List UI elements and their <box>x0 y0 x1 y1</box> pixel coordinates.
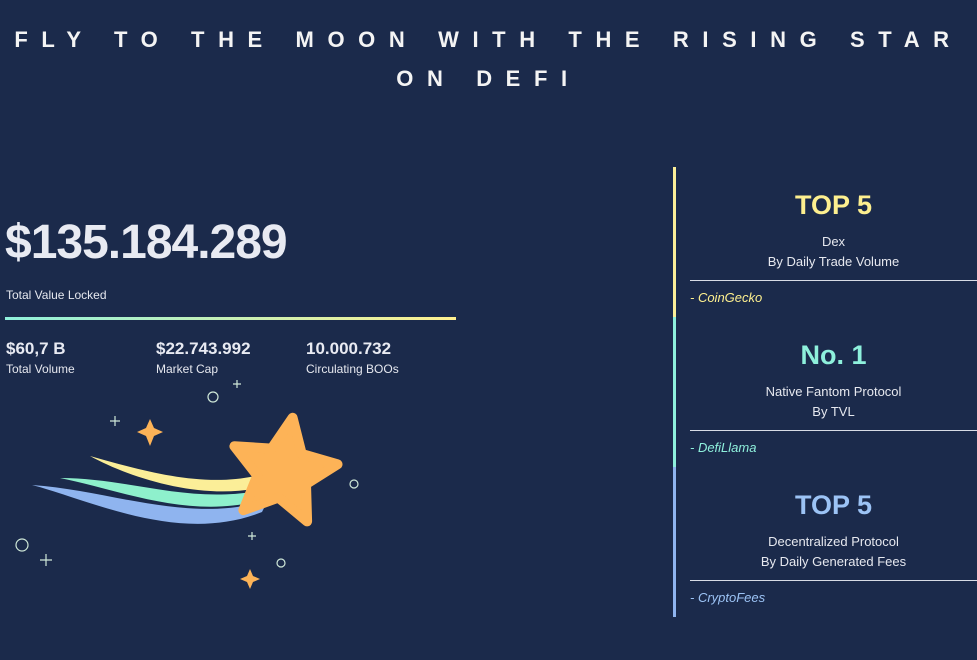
ranking: TOP 5 Dex By Daily Trade Volume <box>690 190 977 272</box>
rank: No. 1 <box>800 340 867 370</box>
trail <box>90 456 258 492</box>
title: ON DEFI <box>396 66 581 91</box>
star <box>229 412 343 527</box>
ranking: TOP 5 Decentralized Protocol By Daily Ge… <box>690 490 977 572</box>
stat-label: Circulating BOOs <box>306 362 399 376</box>
rank: TOP 5 <box>794 490 873 520</box>
ranking: No. 1 Native Fantom Protocol By TVL <box>690 340 977 422</box>
rank: TOP 5 <box>794 190 873 220</box>
sparkles <box>15 380 359 568</box>
accent-line <box>673 467 676 617</box>
divider <box>690 280 977 281</box>
rank-line: Dex <box>821 234 846 249</box>
rank-line: By Daily Generated Fees <box>760 554 907 569</box>
rank-line: Native Fantom Protocol <box>765 384 902 399</box>
tvl-label: Total Value Locked <box>6 288 107 302</box>
tvl-value: $135.184.289 <box>5 216 288 269</box>
title: FLY TO THE MOON WITH THE RISING STAR <box>14 27 963 52</box>
source: - CoinGecko <box>690 290 763 305</box>
trail <box>32 485 268 524</box>
source: - CryptoFees <box>690 590 766 605</box>
stat-value: 10.000.732 <box>306 339 392 358</box>
accent-line <box>673 317 676 467</box>
rank-line: Decentralized Protocol <box>768 534 899 549</box>
source: - DefiLlama <box>690 440 757 455</box>
rank-line: By TVL <box>812 404 855 419</box>
divider <box>690 430 977 431</box>
small-star <box>137 419 163 446</box>
trail <box>60 478 262 507</box>
stat-label: Market Cap <box>156 362 219 376</box>
divider <box>5 317 456 320</box>
shooting-star <box>15 380 359 589</box>
divider <box>690 580 977 581</box>
rank-line: By Daily Trade Volume <box>767 254 900 269</box>
small-star <box>240 569 260 589</box>
stat-value: $22.743.992 <box>156 339 251 358</box>
stat-label: Total Volume <box>6 362 75 376</box>
stat-value: $60,7 B <box>6 339 66 358</box>
accent-line <box>673 167 676 317</box>
